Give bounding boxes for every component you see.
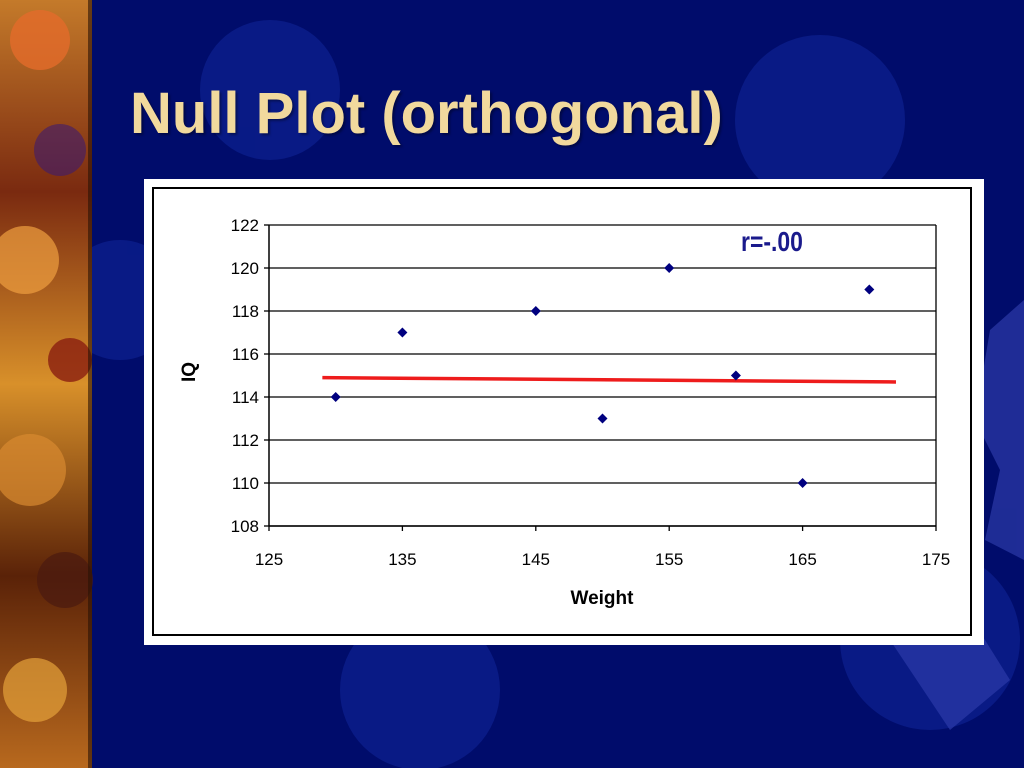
x-tick-label: 155 xyxy=(655,550,683,569)
y-tick-label: 122 xyxy=(231,216,259,235)
y-tick-label: 112 xyxy=(232,431,259,450)
data-point xyxy=(397,327,408,338)
y-tick-label: 118 xyxy=(232,302,259,321)
correlation-annotation: r=-.00 xyxy=(741,227,803,258)
data-point xyxy=(530,306,541,316)
data-point xyxy=(330,392,341,402)
trendline xyxy=(322,375,896,384)
x-tick-label: 145 xyxy=(522,550,550,569)
trendline xyxy=(322,375,896,384)
data-point xyxy=(664,263,675,273)
data-point xyxy=(864,284,875,295)
y-tick-label: 110 xyxy=(232,474,259,493)
y-tick-labels: 108 110 112 114 116 118 120 122 xyxy=(231,216,259,536)
y-tick-label: 116 xyxy=(232,345,259,364)
slide-title: Null Plot (orthogonal) xyxy=(130,81,723,146)
x-tick-label: 125 xyxy=(255,550,283,569)
data-point xyxy=(730,370,741,381)
data-point xyxy=(797,478,808,488)
axes xyxy=(264,224,937,531)
gear-collage-image xyxy=(0,0,93,768)
x-tick-label: 165 xyxy=(788,550,816,569)
scatter-chart: 108 110 112 114 116 118 120 122 125 135 145 155 165… xyxy=(152,187,972,636)
x-axis-label: Weight xyxy=(571,588,635,609)
chart-panel: 108 110 112 114 116 118 120 122 125 135 145 155 165… xyxy=(144,179,984,645)
data-point xyxy=(597,413,608,424)
chart-inner-border xyxy=(152,187,972,636)
x-tick-labels: 125 135 145 155 165 175 xyxy=(255,550,950,569)
x-tick-label: 175 xyxy=(922,550,950,569)
x-tick-label: 135 xyxy=(388,550,416,569)
data-points xyxy=(330,263,875,488)
y-tick-label: 114 xyxy=(232,388,259,407)
y-tick-label: 108 xyxy=(231,517,259,536)
y-axis-label: IQ xyxy=(179,362,200,382)
y-tick-label: 120 xyxy=(231,259,259,278)
